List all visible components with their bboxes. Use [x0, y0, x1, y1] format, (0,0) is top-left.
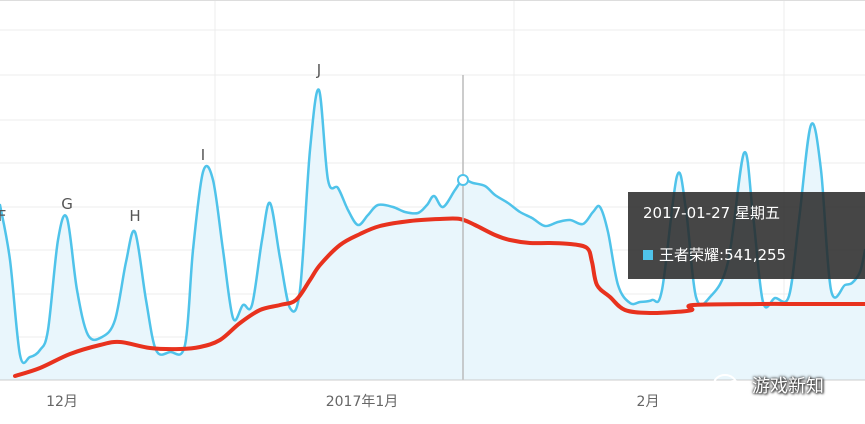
- chart-tooltip: 2017-01-27 星期五 王者荣耀:541,255: [628, 192, 865, 279]
- x-tick-label: 12月: [46, 394, 78, 410]
- hover-point: [457, 174, 469, 186]
- annotation-label: H: [129, 207, 140, 225]
- x-tick-label: 2月: [637, 394, 660, 410]
- wechat-icon: [713, 374, 744, 396]
- series-line-1: [13, 216, 865, 378]
- tooltip-series-label: 王者荣耀:: [659, 246, 725, 264]
- tooltip-date: 2017-01-27 星期五: [643, 204, 780, 222]
- tooltip-value: 541,255: [724, 246, 787, 264]
- watermark: 游戏新知: [712, 370, 824, 400]
- tooltip-series-row: 王者荣耀:541,255: [643, 244, 865, 266]
- area-fill: [0, 89, 865, 381]
- tooltip-series-swatch: [643, 250, 653, 260]
- x-axis: 12月 2017年1月 2月: [0, 379, 865, 410]
- x-tick-label: 2017年1月: [326, 394, 399, 410]
- annotation-label: G: [61, 195, 73, 213]
- hover-indicator: [457, 75, 469, 380]
- series-area-0: [0, 89, 865, 381]
- annotation-label: I: [201, 146, 205, 164]
- annotation-label: F: [0, 207, 6, 225]
- annotation-labels: F G H I J: [0, 61, 321, 225]
- watermark-text: 游戏新知: [752, 376, 824, 397]
- annotation-label: J: [316, 61, 321, 79]
